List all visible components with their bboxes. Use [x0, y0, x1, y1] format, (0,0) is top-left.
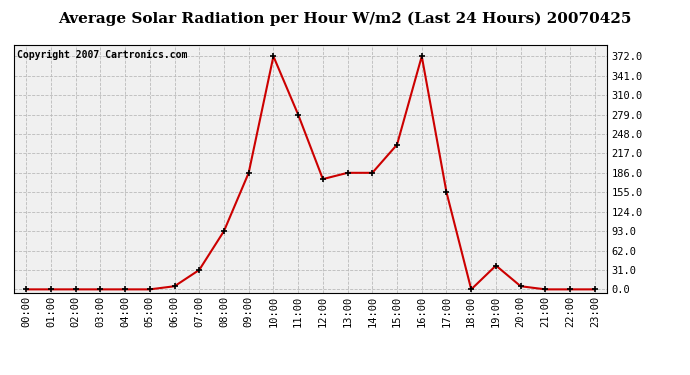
Text: Copyright 2007 Cartronics.com: Copyright 2007 Cartronics.com — [17, 50, 187, 60]
Text: Average Solar Radiation per Hour W/m2 (Last 24 Hours) 20070425: Average Solar Radiation per Hour W/m2 (L… — [59, 11, 631, 26]
